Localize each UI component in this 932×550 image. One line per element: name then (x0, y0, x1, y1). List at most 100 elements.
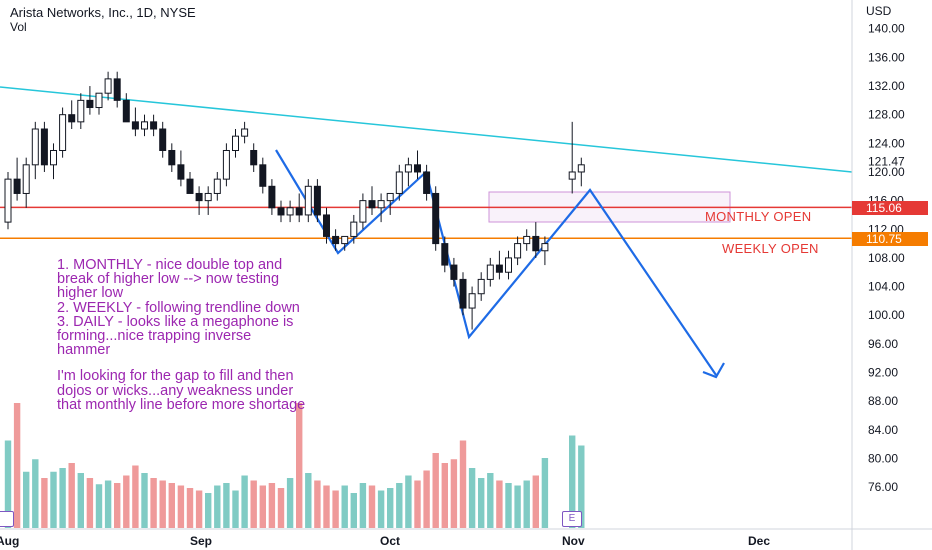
volume-bar (13, 403, 21, 528)
volume-bar (241, 475, 248, 528)
candle-body (168, 149, 176, 166)
candle-body (441, 243, 449, 266)
candle (505, 250, 512, 280)
candle-body (359, 200, 367, 223)
candle-body (350, 221, 358, 237)
candle-body (432, 192, 440, 245)
candle-body (477, 278, 485, 295)
candle (213, 171, 221, 201)
y-tick-label: 88.00 (868, 394, 898, 408)
volume-bar (68, 463, 75, 528)
candle-body (186, 178, 194, 194)
candle-body (268, 185, 276, 209)
monthly-open-price-badge: 115.06 (852, 201, 928, 215)
volume-bar (441, 463, 448, 528)
monthly-open-label: MONTHLY OPEN (705, 209, 812, 224)
candle-body (250, 149, 258, 166)
candle-body (141, 121, 148, 130)
candle (368, 186, 376, 215)
earnings-badge-left[interactable] (0, 511, 14, 527)
candle-body (40, 128, 48, 166)
candle (68, 100, 76, 130)
candle-body (495, 264, 503, 273)
candle-body (22, 164, 30, 194)
volume-bar (578, 445, 585, 528)
candle-body (277, 207, 285, 216)
y-tick-label: 140.00 (868, 22, 905, 36)
candle (414, 150, 421, 180)
candle (177, 150, 185, 187)
volume-bar (523, 480, 530, 528)
candle (323, 207, 330, 244)
candle (222, 143, 230, 187)
volume-bar (59, 468, 66, 528)
candle-body (204, 192, 212, 202)
volume-label: Vol (10, 20, 27, 34)
candle (477, 272, 485, 301)
volume-bar (223, 483, 230, 528)
volume-bar (232, 490, 239, 528)
volume-bar (250, 480, 257, 528)
y-tick-label: 104.00 (868, 280, 905, 294)
candle-body (50, 149, 57, 166)
candle (104, 71, 112, 101)
candle-body (404, 164, 412, 173)
candle-body (241, 128, 249, 137)
volume-bar (414, 480, 421, 528)
volume-bar (496, 480, 503, 528)
volume-bar (205, 493, 212, 528)
candle (86, 86, 94, 115)
candle (195, 186, 203, 215)
y-tick-label: 120.00 (868, 165, 905, 179)
candle-body (395, 171, 403, 194)
candle (59, 107, 67, 158)
volume-bar (396, 483, 403, 528)
candle-body (341, 235, 349, 245)
volume-bar (41, 478, 48, 528)
y-tick-label: 128.00 (868, 108, 905, 122)
volume-bar (150, 478, 157, 528)
candle (77, 93, 85, 130)
volume-bar (86, 478, 94, 528)
candle (168, 143, 176, 172)
volume-bar (277, 488, 285, 528)
volume-bar (569, 435, 576, 528)
volume-bar (296, 403, 303, 528)
volume-bar (168, 483, 175, 528)
candle (350, 214, 358, 244)
note-line: dojos or wicks...any weakness under (57, 382, 294, 399)
candle (432, 186, 440, 251)
volume-bar (450, 459, 458, 528)
candle (313, 179, 321, 223)
y-tick-label: 124.00 (868, 136, 905, 150)
volume-bar (305, 473, 312, 528)
earnings-badge[interactable]: E (562, 511, 582, 527)
volume-bar (23, 471, 30, 528)
volume-bar (359, 483, 367, 528)
y-tick-label: 136.00 (868, 50, 905, 64)
weekly-open-label: WEEKLY OPEN (722, 241, 819, 256)
candle-body (541, 243, 549, 252)
note-line: higher low (57, 285, 124, 302)
drawings (0, 86, 853, 379)
candle-body (286, 207, 294, 216)
candle (186, 171, 194, 194)
volume-bar (341, 485, 348, 528)
volume-bar (195, 490, 203, 528)
candle (514, 236, 522, 266)
volume-bar (487, 473, 494, 528)
candle-body (323, 214, 330, 237)
volume-bar (350, 493, 357, 528)
candle-body (568, 171, 576, 180)
note-line: 1. MONTHLY - nice double top and (57, 257, 283, 273)
candle-body (259, 164, 267, 187)
note-line: break of higher low --> now testing (57, 271, 280, 288)
candle (4, 171, 12, 230)
volume-bar (177, 485, 185, 528)
candle (423, 164, 431, 201)
volume-bar (387, 488, 394, 528)
volume-bar (505, 483, 512, 528)
candle (532, 222, 540, 258)
note-line: forming...nice trapping inverse (57, 328, 252, 344)
